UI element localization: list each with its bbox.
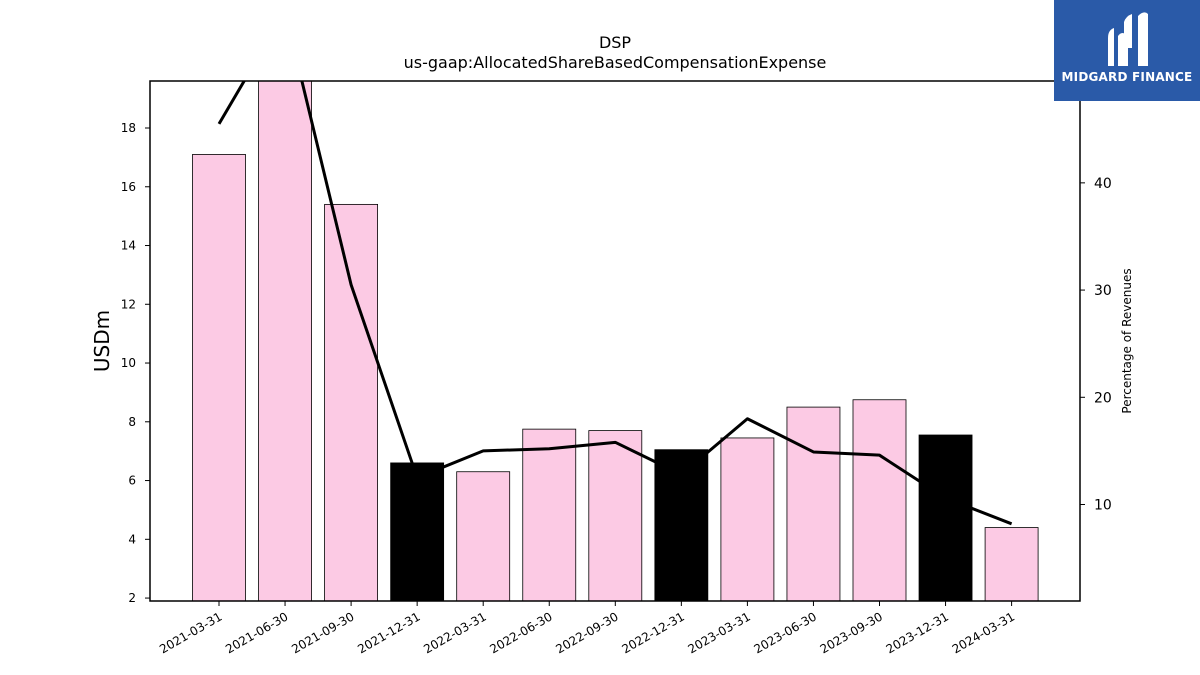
- bar: [390, 462, 445, 602]
- x-tick-label: 2024-03-31: [950, 609, 1017, 656]
- bar: [984, 527, 1039, 602]
- brand-name: MIDGARD FINANCE: [1061, 70, 1193, 84]
- y-tick-label: 6: [128, 474, 136, 488]
- bar: [720, 437, 775, 602]
- midgard-logo-icon: [1108, 12, 1148, 66]
- x-axis: 2021-03-312021-06-302021-09-302021-12-31…: [157, 601, 1017, 656]
- x-tick-label: 2021-09-30: [289, 609, 356, 656]
- bar: [258, 80, 312, 602]
- bar: [786, 406, 841, 602]
- x-tick-label: 2021-03-31: [157, 609, 224, 656]
- y-axis-left: 2 4 6 8 10 12 14 16 18: [121, 121, 150, 605]
- y-right-tick-label: 30: [1094, 283, 1112, 299]
- bar: [588, 430, 643, 602]
- y-right-tick-label: 10: [1094, 498, 1112, 514]
- x-tick-label: 2021-06-30: [223, 609, 290, 656]
- y-tick-label: 4: [128, 532, 136, 546]
- x-tick-label: 2022-12-31: [619, 609, 686, 656]
- x-tick-label: 2023-12-31: [884, 609, 951, 656]
- y-right-tick-label: 40: [1094, 176, 1112, 192]
- bar: [654, 449, 709, 602]
- x-tick-label: 2023-06-30: [752, 609, 819, 656]
- y-right-tick-label: 20: [1094, 390, 1112, 406]
- brand-logo: MIDGARD FINANCE: [1054, 0, 1200, 101]
- chart-title: DSP: [599, 33, 631, 52]
- y-tick-label: 16: [121, 180, 136, 194]
- y-tick-label: 18: [121, 121, 136, 135]
- y-tick-label: 10: [121, 356, 136, 370]
- line-series: [217, 81, 1013, 526]
- x-tick-label: 2023-09-30: [818, 609, 885, 656]
- chart-subtitle: us-gaap:AllocatedShareBasedCompensationE…: [404, 53, 827, 72]
- bar: [192, 154, 246, 602]
- x-tick-label: 2023-03-31: [685, 609, 752, 656]
- bar: [324, 203, 379, 602]
- y-tick-label: 8: [128, 415, 136, 429]
- y-axis-right: 10 20 30 40: [1080, 176, 1112, 514]
- y-axis-label: USDm: [90, 310, 114, 372]
- x-tick-label: 2022-09-30: [553, 609, 620, 656]
- x-tick-label: 2022-03-31: [421, 609, 488, 656]
- bar: [918, 434, 973, 602]
- bar: [522, 428, 577, 602]
- bar: [852, 399, 907, 602]
- y-tick-label: 14: [121, 239, 136, 253]
- bar: [456, 471, 511, 602]
- bar-series: [192, 80, 1039, 602]
- percentage-line: [217, 81, 1013, 526]
- x-tick-label: 2021-12-31: [355, 609, 422, 656]
- y-axis-right-label: Percentage of Revenues: [1120, 268, 1134, 413]
- y-tick-label: 12: [121, 297, 136, 311]
- x-tick-label: 2022-06-30: [487, 609, 554, 656]
- y-tick-label: 2: [128, 591, 136, 605]
